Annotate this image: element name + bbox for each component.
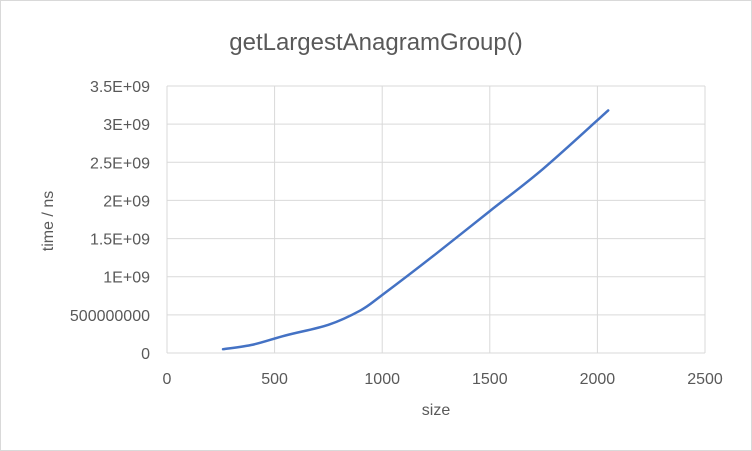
y-axis-ticks: 0 500000000 1E+09 1.5E+09 2E+09 2.5E+09 3E+09 3… — [70, 79, 150, 363]
x-tick-label: 500 — [261, 371, 288, 388]
y-tick-label: 1E+09 — [103, 270, 150, 287]
x-tick-label: 1500 — [472, 371, 508, 388]
x-tick-label: 2500 — [687, 371, 723, 388]
y-tick-label: 2.5E+09 — [90, 155, 150, 172]
y-axis-label: time / ns — [40, 191, 57, 251]
series-line — [221, 109, 610, 351]
y-tick-label: 3.5E+09 — [90, 79, 150, 96]
x-tick-label: 0 — [163, 371, 172, 388]
y-tick-label: 1.5E+09 — [90, 232, 150, 249]
x-tick-label: 2000 — [580, 371, 616, 388]
chart-title: getLargestAnagramGroup() — [229, 29, 522, 56]
y-tick-label: 2E+09 — [103, 193, 150, 210]
grid — [166, 85, 706, 354]
x-axis-label: size — [422, 402, 451, 419]
series-group — [221, 109, 610, 351]
y-tick-label: 0 — [141, 346, 150, 363]
x-tick-label: 1000 — [364, 371, 400, 388]
y-tick-label: 500000000 — [70, 308, 150, 325]
x-axis-ticks: 0 500 1000 1500 2000 2500 — [163, 371, 723, 388]
y-tick-label: 3E+09 — [103, 117, 150, 134]
